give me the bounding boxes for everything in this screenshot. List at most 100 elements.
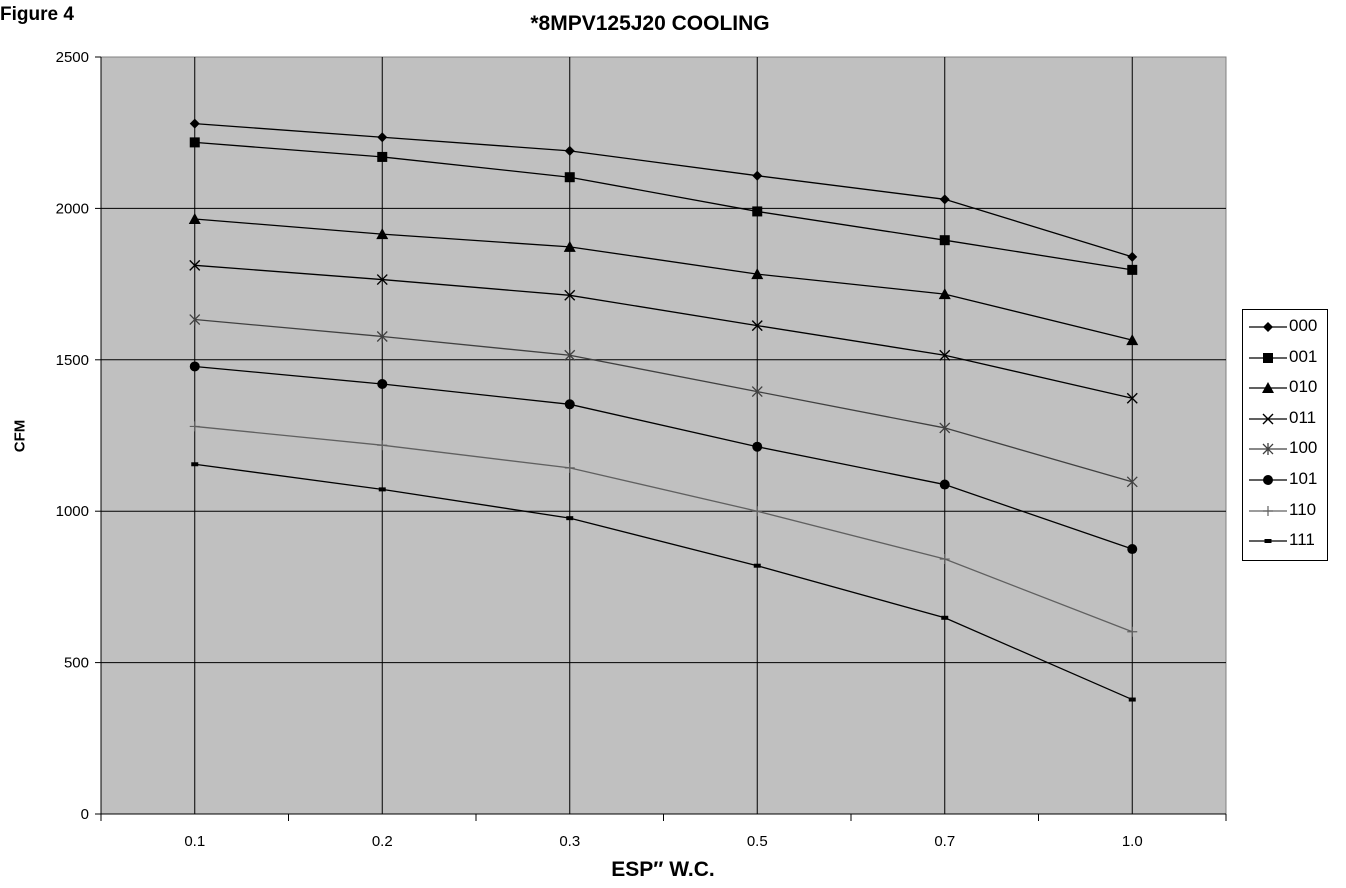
y-tick-label: 1000 (56, 503, 89, 520)
data-point (1126, 392, 1138, 404)
data-point (753, 563, 761, 568)
data-point (376, 228, 389, 240)
data-point (1127, 251, 1138, 262)
data-point (1126, 475, 1138, 488)
data-point (1127, 544, 1138, 555)
data-point (751, 320, 763, 332)
legend-item: 110 (1243, 497, 1327, 527)
legend-swatch (1249, 539, 1287, 544)
data-point (377, 440, 388, 451)
legend-swatch (1249, 352, 1287, 363)
legend-label: 110 (1289, 499, 1317, 519)
legend-item: 011 (1243, 405, 1327, 435)
data-point (941, 615, 949, 620)
chart-title: *8MPV125J20 COOLING (530, 12, 770, 35)
data-point (751, 268, 764, 280)
legend-swatch (1249, 443, 1287, 456)
data-point (377, 151, 388, 162)
y-axis-label: CFM (11, 419, 29, 453)
series-line (194, 463, 1133, 701)
data-point (1126, 334, 1139, 346)
series-001 (189, 137, 1138, 275)
data-point (939, 235, 950, 246)
legend-label: 011 (1289, 407, 1317, 427)
series-group (188, 118, 1139, 702)
data-point (939, 194, 950, 205)
legend-marker (1262, 382, 1274, 394)
data-point (939, 554, 950, 565)
figure-label: Figure 4 (0, 4, 74, 25)
grid-lines (101, 57, 1226, 814)
data-point (189, 361, 200, 372)
series-011 (189, 259, 1138, 404)
legend-marker (1262, 443, 1274, 456)
y-tick-label: 2500 (56, 49, 89, 66)
x-axis-label: ESP″ W.C. (611, 858, 715, 881)
legend-label: 101 (1289, 469, 1318, 488)
series-110 (189, 421, 1138, 637)
legend-item: 100 (1243, 435, 1327, 465)
data-point (752, 506, 763, 517)
x-tick-label: 0.3 (559, 833, 580, 850)
data-point (189, 313, 201, 326)
series-line (194, 318, 1133, 483)
legend-label: 010 (1289, 377, 1318, 397)
data-point (377, 379, 388, 390)
legend-item: 111 (1243, 527, 1327, 557)
data-point (564, 349, 576, 362)
legend-swatch (1249, 382, 1287, 394)
data-point (938, 288, 951, 300)
data-point (564, 172, 575, 183)
data-point (752, 441, 763, 452)
data-point (1128, 697, 1136, 702)
data-point (191, 462, 199, 467)
series-line (194, 425, 1133, 633)
data-point (189, 118, 200, 129)
x-tick-label: 1.0 (1122, 833, 1143, 850)
data-point (189, 259, 201, 271)
series-010 (188, 212, 1139, 346)
legend-label: 111 (1289, 530, 1315, 550)
legend-marker (1263, 475, 1273, 485)
legend-marker (1263, 505, 1273, 516)
data-point (939, 349, 951, 361)
series-101 (189, 361, 1138, 555)
series-line (194, 264, 1133, 399)
legend-label: 001 (1289, 346, 1318, 366)
legend-item: 000 (1243, 313, 1327, 343)
y-tick-label: 0 (81, 806, 89, 823)
legend-label: 000 (1289, 316, 1318, 335)
legend-label: 100 (1289, 438, 1318, 458)
data-point (939, 421, 951, 434)
data-point (188, 212, 201, 224)
data-point (189, 421, 200, 432)
legend-item: 101 (1243, 466, 1327, 496)
legend-marker (1263, 352, 1273, 363)
data-point (752, 170, 763, 181)
y-tick-label: 500 (64, 655, 89, 672)
data-point (751, 385, 763, 398)
series-line (194, 141, 1133, 271)
plot-area (100, 56, 1227, 815)
axes: 0 500 1000 1500 2000 2500 0.1 0.2 0.3 0.5 0.7 1.0 (56, 49, 1227, 850)
data-point (378, 487, 386, 492)
x-tick-label: 0.5 (747, 833, 768, 850)
data-point (563, 240, 576, 252)
x-tick-label: 0.7 (934, 833, 955, 850)
legend-swatch (1249, 505, 1287, 516)
series-line (194, 218, 1133, 341)
x-tick-label: 0.1 (184, 833, 205, 850)
series-111 (191, 462, 1136, 702)
series-line (194, 122, 1133, 258)
data-point (1127, 264, 1138, 275)
series-line (194, 365, 1133, 550)
legend-swatch (1249, 475, 1287, 485)
y-tick-label: 1500 (56, 352, 89, 369)
data-point (566, 516, 574, 521)
data-point (564, 145, 575, 156)
legend-swatch (1249, 322, 1287, 332)
data-point (189, 137, 200, 148)
data-point (564, 462, 575, 473)
series-100 (189, 313, 1138, 488)
legend-item: 010 (1243, 374, 1327, 404)
